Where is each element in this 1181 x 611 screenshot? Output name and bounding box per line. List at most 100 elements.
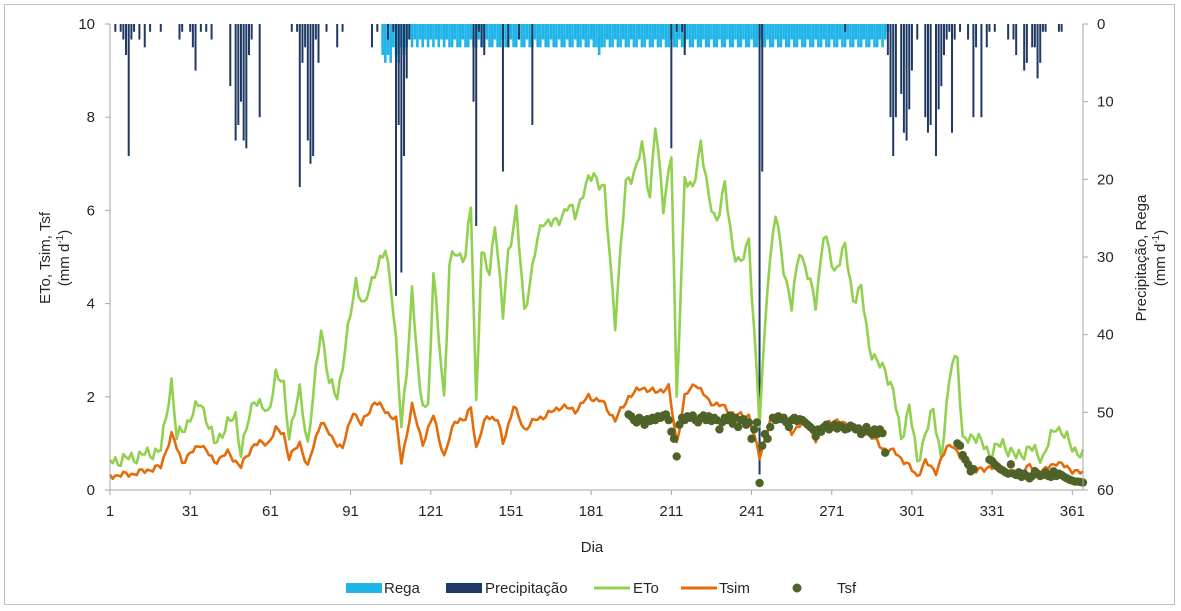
- rega-bar: [547, 24, 550, 48]
- tsf-point: [733, 422, 743, 432]
- rega-bar: [827, 24, 831, 48]
- rega-bar: [849, 24, 852, 48]
- precipitacao-bar: [951, 24, 954, 133]
- rega-bar: [432, 24, 435, 48]
- rega-bar: [688, 24, 692, 48]
- tsf-points: [624, 410, 1088, 488]
- chart-frame: [4, 4, 1175, 605]
- rega-bar: [520, 24, 523, 48]
- precipitacao-bar: [480, 24, 483, 48]
- y-right-tick-label: 50: [1097, 404, 1114, 421]
- rega-bar: [750, 24, 753, 40]
- legend-swatch-tsf: [792, 583, 802, 593]
- rega-bar: [568, 24, 572, 48]
- precipitacao-bar: [681, 24, 684, 32]
- precipitacao-bar: [985, 24, 988, 48]
- y-left-title-line1: ETo, Tsim, Tsf: [37, 211, 54, 304]
- tick-labels: 1 31 61 91 121 151 181 211 241 271 301 331 361 0 2 4 6 8 1…: [78, 16, 1113, 520]
- rega-bar: [881, 24, 884, 48]
- rega-bar: [782, 24, 785, 40]
- y-right-tick-label: 20: [1097, 171, 1114, 188]
- precipitacao-bar: [1025, 24, 1028, 63]
- rega-bar: [817, 24, 820, 48]
- line-series: [108, 127, 1085, 481]
- rega-bar: [496, 24, 499, 48]
- y-left-tick-label: 6: [87, 202, 95, 219]
- rega-bar: [442, 24, 446, 48]
- rega-bar: [440, 24, 443, 40]
- rega-bar: [798, 24, 801, 40]
- rega-bar: [445, 24, 449, 40]
- rega-bar: [381, 24, 384, 56]
- legend-swatch-rega: [346, 583, 382, 593]
- precipitacao-bar: [189, 24, 192, 32]
- rega-bar: [512, 24, 515, 48]
- rega-bar: [389, 24, 392, 63]
- rega-bar: [822, 24, 826, 40]
- rega-bar: [493, 24, 497, 40]
- x-tick-label: 1: [106, 503, 114, 520]
- rega-bar: [488, 24, 491, 48]
- rega-bar: [718, 24, 721, 40]
- precipitacao-bar: [1012, 24, 1015, 40]
- precipitacao-bar: [258, 24, 261, 118]
- precipitacao-bar: [844, 24, 847, 32]
- y-left-tick-label: 10: [78, 16, 95, 33]
- precipitacao-bar: [149, 24, 152, 32]
- precipitacao-bar: [1060, 24, 1063, 32]
- y-right-tick-label: 0: [1097, 16, 1105, 33]
- x-tick-label: 151: [498, 503, 523, 520]
- rega-bar: [752, 24, 756, 48]
- precipitacao-bar: [972, 24, 975, 118]
- precipitacao-bar: [1044, 24, 1047, 32]
- rega-bar: [763, 24, 767, 48]
- precipitacao-bar: [408, 24, 411, 40]
- precipitacao-bar: [886, 24, 889, 56]
- precipitacao-bar: [1036, 24, 1039, 79]
- precipitacao-bar: [517, 24, 520, 40]
- precipitacao-bar: [1031, 24, 1034, 48]
- rega-bar: [426, 24, 430, 48]
- rega-bar: [571, 24, 574, 48]
- precipitacao-bar: [387, 24, 389, 40]
- y-right-tick-label: 60: [1097, 482, 1114, 499]
- rega-bar: [720, 24, 724, 48]
- precipitacao-bar: [309, 24, 312, 164]
- rega-bar: [774, 24, 777, 40]
- rega-bar: [560, 24, 564, 48]
- rega-bar: [584, 24, 588, 48]
- tsf-point: [969, 464, 978, 474]
- precipitacao-bar: [298, 24, 301, 188]
- rega-bar: [801, 24, 804, 48]
- rega-bar: [694, 24, 697, 40]
- rega-bar: [744, 24, 748, 48]
- rega-bar: [790, 24, 793, 40]
- rega-bar: [667, 24, 670, 48]
- legend-label-tsim: Tsim: [719, 580, 750, 597]
- rega-bar: [640, 24, 644, 48]
- rega-bar: [485, 24, 489, 40]
- precipitacao-bar: [908, 24, 911, 110]
- rega-bar: [635, 24, 638, 48]
- y-right-title-line1: Precipitação, Rega: [1133, 194, 1150, 321]
- rega-bar: [632, 24, 636, 48]
- rega-bar: [525, 24, 529, 40]
- rega-bars: [381, 24, 890, 63]
- x-tick-label: 181: [579, 503, 604, 520]
- rega-bar: [621, 24, 625, 40]
- precipitacao-bar: [975, 24, 978, 48]
- precipitacao-bar: [1023, 24, 1026, 71]
- precipitacao-bar: [290, 24, 293, 32]
- x-tick-label: 361: [1060, 503, 1085, 520]
- rega-bar: [664, 24, 668, 48]
- precipitacao-bar: [943, 24, 945, 56]
- legend-label-tsf: Tsf: [837, 580, 857, 597]
- rega-bar: [645, 24, 649, 40]
- precipitacao-bar: [910, 24, 913, 71]
- rega-bar: [429, 24, 433, 40]
- precipitacao-bar: [397, 24, 400, 125]
- tsf-point: [766, 422, 775, 432]
- y-right-tick-label: 40: [1097, 327, 1114, 344]
- rega-bar: [453, 24, 457, 40]
- rega-bar: [662, 24, 665, 40]
